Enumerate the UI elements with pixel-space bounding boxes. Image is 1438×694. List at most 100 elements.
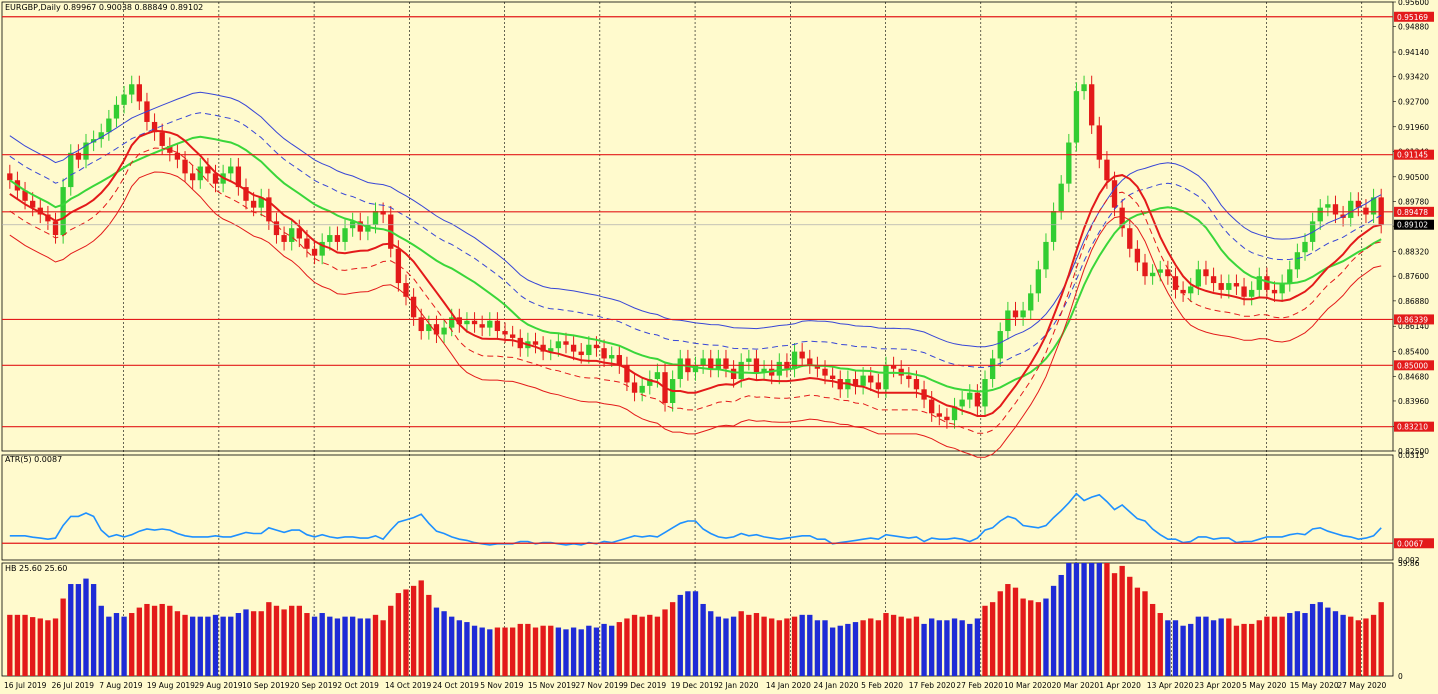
- hb-bar: [1089, 563, 1095, 676]
- y-tick-label: 0.87600: [1398, 272, 1429, 281]
- hb-bar: [639, 616, 645, 676]
- candle-body: [814, 365, 821, 369]
- hb-bar: [342, 616, 348, 676]
- hb-bar: [380, 620, 386, 676]
- hb-bar: [136, 607, 142, 676]
- candle-body: [60, 187, 66, 236]
- hb-bar: [883, 613, 889, 676]
- candle-body: [1256, 276, 1262, 290]
- hb-bar: [1340, 614, 1346, 676]
- candle-body: [182, 159, 188, 174]
- level-price-label: 0.83210: [1397, 423, 1428, 432]
- hb-bar: [304, 613, 310, 676]
- atr-pane-frame: [1, 454, 1394, 561]
- candle-body: [250, 200, 257, 208]
- x-tick-label: 13 Apr 2020: [1147, 681, 1194, 690]
- level-price-tag: [1394, 11, 1434, 22]
- envelope-inner-upper-line: [9, 112, 1382, 368]
- candle-body: [197, 166, 203, 181]
- candle-body: [1355, 200, 1362, 208]
- hb-bar: [502, 627, 508, 676]
- y-tick-label: 0.95600: [1398, 0, 1429, 7]
- hb-bar: [753, 613, 760, 676]
- candle-body: [799, 351, 805, 359]
- hb-bar: [197, 616, 203, 676]
- candle-body: [791, 351, 798, 369]
- candle-body: [1241, 286, 1247, 297]
- candle-body: [1226, 283, 1232, 290]
- candle-body: [936, 413, 942, 417]
- candle-body: [883, 365, 889, 390]
- candle-body: [997, 331, 1003, 359]
- hb-bar: [174, 611, 181, 676]
- candle-body: [159, 132, 165, 146]
- hb-bar: [807, 614, 813, 676]
- x-tick-label: 24 Oct 2019: [433, 681, 480, 690]
- candle-body: [692, 365, 699, 373]
- hb-bar: [319, 613, 325, 676]
- hb-bar: [609, 625, 615, 676]
- hb-bar: [860, 620, 866, 676]
- candle-body: [319, 241, 325, 256]
- hb-bar: [334, 618, 341, 676]
- level-price-label: 0.91145: [1397, 151, 1428, 160]
- candle-body: [776, 361, 782, 376]
- candle-body: [1332, 204, 1339, 215]
- hb-bar: [1096, 563, 1102, 676]
- candle-body: [167, 145, 173, 153]
- current-price-tag: [1394, 219, 1434, 230]
- hb-bar: [532, 627, 539, 676]
- hb-bar: [357, 618, 363, 676]
- candle-body: [738, 361, 744, 380]
- hb-bar: [258, 611, 264, 676]
- candle-body: [852, 379, 859, 386]
- candle-body: [395, 248, 402, 284]
- hb-bar: [1127, 576, 1133, 676]
- hb-bar: [570, 627, 577, 676]
- atr-indicator-pane[interactable]: 0.0315 0.002 0.0067: [2, 451, 1434, 565]
- hb-bar: [1066, 563, 1072, 676]
- hb-bar: [799, 614, 805, 676]
- candle-body: [1073, 91, 1080, 143]
- main-price-pane[interactable]: 0.95169 0.91145 0.89478 0.86339 0.85000 0.832…: [2, 11, 1434, 458]
- candle-body: [1012, 310, 1019, 318]
- candle-body: [121, 94, 127, 105]
- candle-body: [540, 344, 546, 352]
- hb-bar: [212, 614, 219, 676]
- hb-bar: [875, 620, 882, 676]
- candle-body: [29, 200, 36, 208]
- candle-body: [1005, 310, 1011, 332]
- hb-bar: [967, 623, 973, 676]
- hb-bar: [525, 623, 531, 676]
- hb-bar: [791, 616, 798, 676]
- candle-body: [1066, 142, 1072, 184]
- hb-bar: [989, 602, 996, 676]
- candle-body: [441, 327, 447, 335]
- hb-bar: [578, 629, 584, 676]
- candle-body: [1325, 204, 1331, 208]
- hb-bar: [1332, 611, 1339, 676]
- candle-body: [296, 228, 302, 239]
- candle-body: [258, 197, 264, 208]
- candle-body: [1195, 269, 1202, 287]
- hb-bar: [60, 598, 66, 676]
- hb-histogram-pane[interactable]: 59.86 0: [7, 559, 1420, 681]
- x-tick-label: 19 Aug 2019: [147, 681, 195, 690]
- hb-bar: [1249, 623, 1255, 676]
- candle-body: [189, 173, 196, 181]
- hb-bar: [479, 627, 485, 676]
- atr-level-label: 0.0067: [1397, 539, 1423, 548]
- candle-body: [875, 382, 882, 390]
- hb-bar: [1233, 625, 1240, 676]
- hb-bar: [1157, 613, 1163, 676]
- x-tick-label: 15 May 2020: [1290, 681, 1339, 690]
- candle-body: [90, 139, 97, 143]
- hb-bar: [487, 629, 493, 676]
- candle-body: [1233, 283, 1240, 287]
- hb-bar: [662, 609, 668, 676]
- envelope-upper-line: [9, 91, 1382, 348]
- candle-body: [1172, 276, 1179, 290]
- hb-bar: [654, 616, 661, 676]
- hb-bar: [746, 614, 752, 676]
- candle-body: [1165, 269, 1171, 277]
